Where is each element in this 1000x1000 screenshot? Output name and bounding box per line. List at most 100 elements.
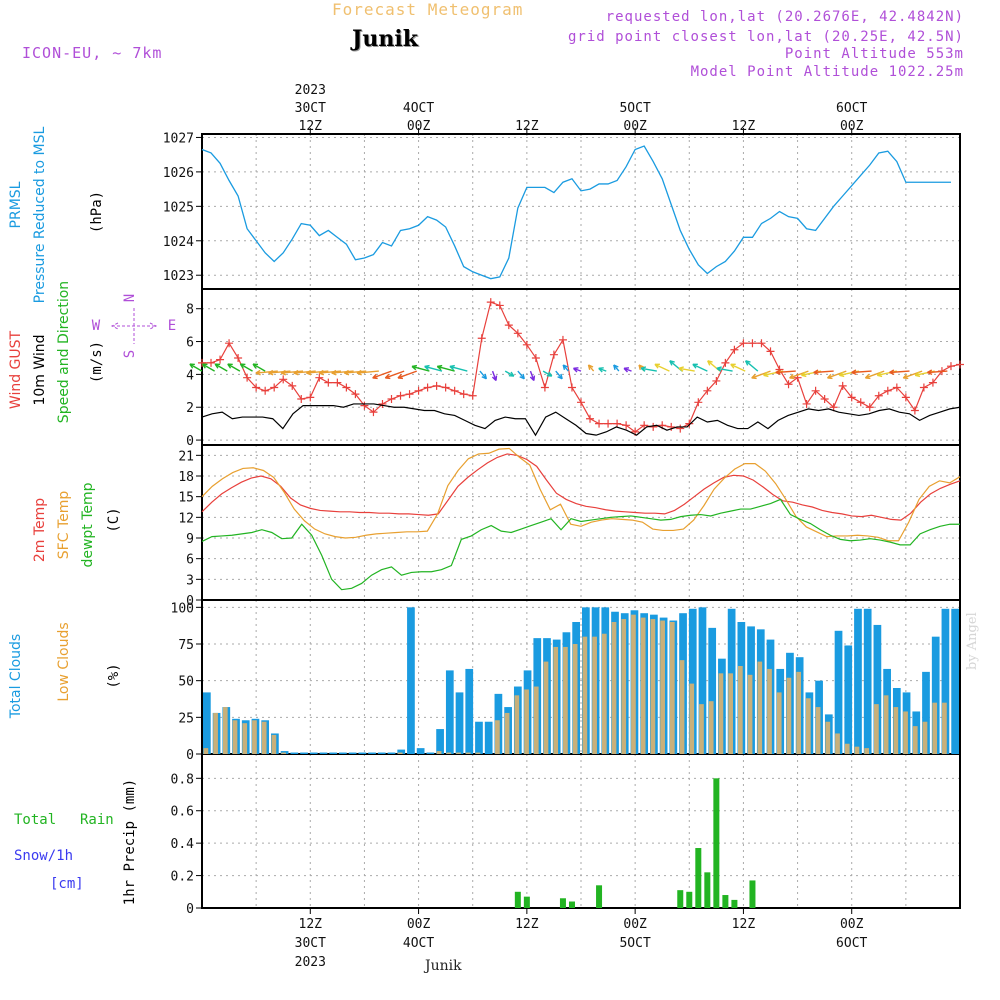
wind-arrow xyxy=(640,367,657,372)
total-cloud-bar xyxy=(329,752,338,754)
low-cloud-bar xyxy=(776,692,782,754)
wind-gust-line-marker xyxy=(856,398,865,407)
wind-gust-line-marker xyxy=(567,383,576,392)
wind-gust-line-marker xyxy=(739,339,748,348)
wind-arrow-head xyxy=(678,366,684,372)
low-cloud-bar xyxy=(271,734,277,754)
wind-arrow-head xyxy=(519,373,525,380)
wind-gust-line-marker xyxy=(432,381,441,390)
y-tick-label: 15 xyxy=(178,491,194,506)
top-time-label: 00Z xyxy=(407,119,431,134)
wind-arrow-head xyxy=(775,369,781,376)
wind-gust-line-marker xyxy=(811,386,820,395)
wind-gust-line-marker xyxy=(595,419,604,428)
wind-gust-line-marker xyxy=(333,378,342,387)
low-cloud-bar xyxy=(874,704,879,754)
low-cloud-bar xyxy=(922,721,928,754)
wind-arrow xyxy=(555,370,563,380)
wind-arrow xyxy=(293,370,316,374)
bottom-time-label: 00Z xyxy=(840,917,864,932)
wind-gust-line-marker xyxy=(910,406,919,415)
wind-arrow xyxy=(411,365,430,372)
wind-arrow-head xyxy=(343,369,350,376)
wind-arrow-head xyxy=(449,364,455,371)
wind-gust-line-marker xyxy=(892,383,901,392)
total-cloud-bar xyxy=(873,624,882,754)
wind-arrow-head xyxy=(252,363,259,369)
low-cloud-bar xyxy=(631,614,636,754)
wind-gust-line-marker xyxy=(360,401,369,410)
total-cloud-bar xyxy=(698,607,707,754)
wind-gust-line-marker xyxy=(883,386,892,395)
wind-arrow-head xyxy=(356,369,362,376)
wind-gust-line-marker xyxy=(956,360,964,369)
precip-bar xyxy=(677,890,684,908)
low-cloud-bar xyxy=(699,704,704,754)
wind-arrow xyxy=(491,370,497,381)
wind-gust-line-marker xyxy=(901,393,910,402)
pressure-unit-label: (hPa) xyxy=(89,191,105,233)
low-cloud-bar xyxy=(660,620,665,754)
footer-location: Junik xyxy=(425,958,462,974)
total-cloud-bar xyxy=(416,748,425,754)
precip-panel-frame xyxy=(201,753,961,909)
wind-gust-line-marker xyxy=(946,362,955,371)
wind-gust-line-marker xyxy=(531,353,540,362)
wind-arrow-head xyxy=(813,369,819,376)
wind-arrow-head xyxy=(227,363,233,369)
wind-arrow xyxy=(542,370,553,377)
wind-gust-line-marker xyxy=(721,358,730,367)
total-cloud-bar xyxy=(844,645,853,754)
bottom-time-label: 5OCT xyxy=(619,936,650,951)
wind-arrow-head xyxy=(838,371,845,378)
bottom-time-label: 00Z xyxy=(623,917,647,932)
top-time-label: 12Z xyxy=(732,119,756,134)
wind-gust-line-marker xyxy=(396,391,405,400)
top-time-label: 00Z xyxy=(840,119,864,134)
wind-arrow xyxy=(268,370,291,374)
top-time-label: 2023 xyxy=(295,83,326,98)
total-cloud-bar xyxy=(300,752,308,754)
wind-arrow-head xyxy=(201,363,208,369)
wind-gust-line-marker xyxy=(306,393,315,402)
low-cloud-bar xyxy=(650,619,656,754)
wind-gust-line-marker xyxy=(477,334,486,343)
chart-title: Forecast Meteogram xyxy=(332,0,524,19)
y-tick-label: 0 xyxy=(186,594,194,609)
low-cloud-bar xyxy=(495,720,500,754)
y-tick-label: 4 xyxy=(186,368,194,383)
bottom-time-label: 6OCT xyxy=(836,936,867,951)
total-cloud-bar xyxy=(358,752,367,754)
low-cloud-bar xyxy=(475,752,481,754)
y-tick-label: 25 xyxy=(178,711,194,726)
wind-arrow-head xyxy=(384,373,391,380)
wind-arrow xyxy=(344,370,367,374)
wind-gust-line-marker xyxy=(297,395,306,404)
low-cloud-bar xyxy=(446,752,452,754)
y-tick-label: 0.4 xyxy=(171,837,195,852)
total-clouds-label: Total Clouds xyxy=(8,634,24,719)
top-time-label: 30CT xyxy=(295,101,326,116)
wind-gust-line-marker xyxy=(874,391,883,400)
wind-gust-line-marker xyxy=(549,350,558,359)
wind-gust-line-marker xyxy=(540,383,549,392)
wind-arrow-head xyxy=(707,360,713,366)
bottom-time-label: 4OCT xyxy=(403,936,434,951)
wind-arrow-head xyxy=(669,360,675,366)
wind-gust-line-marker xyxy=(198,358,206,367)
top-time-label: 4OCT xyxy=(403,101,434,116)
low-cloud-bar xyxy=(397,752,403,754)
temp-2m-label: 2m Temp xyxy=(32,498,48,562)
precip-bar xyxy=(568,901,575,908)
grid-point-coordinates: grid point closest lon,lat (20.25E, 42.5… xyxy=(567,29,964,45)
wind-gust-line-marker xyxy=(441,383,450,392)
clouds-unit-label: (%) xyxy=(106,663,122,688)
y-tick-label: 1023 xyxy=(163,269,194,284)
wind-gust-line-marker xyxy=(928,378,937,387)
wind-gust-line-marker xyxy=(685,419,694,428)
low-cloud-bar xyxy=(213,712,218,754)
wind-gust-line-marker xyxy=(288,381,297,390)
requested-coordinates: requested lon,lat (20.2676E, 42.4842N) xyxy=(605,9,964,25)
wind-arrow xyxy=(479,370,487,380)
wind-arrow-head xyxy=(306,369,312,376)
